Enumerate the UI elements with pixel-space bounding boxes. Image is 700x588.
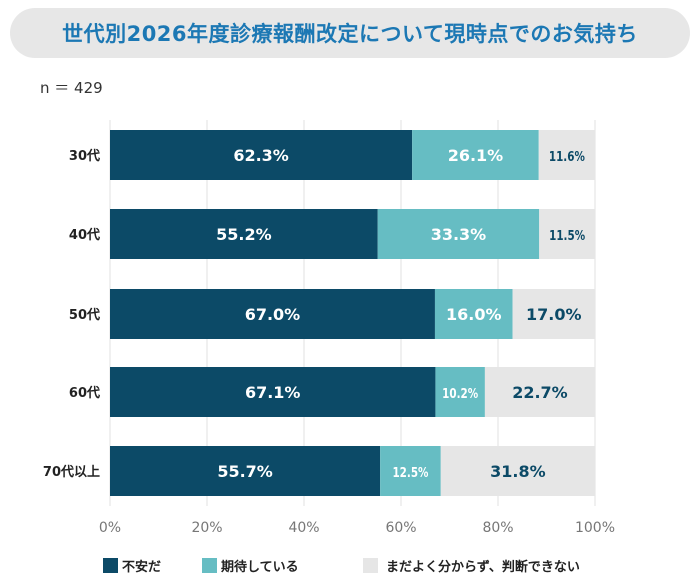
data-label: 31.8% <box>490 462 546 481</box>
x-tick-label: 100% <box>575 520 615 536</box>
legend-label: まだよく分からず、判断できない <box>386 560 580 575</box>
x-tick-label: 40% <box>288 520 319 536</box>
x-tick-label: 0% <box>99 520 121 536</box>
legend-label: 期待している <box>221 560 299 575</box>
category-label: 50代 <box>69 307 100 323</box>
bar-segment <box>435 367 485 417</box>
category-label: 40代 <box>69 227 100 243</box>
chart-title: 世代別2026年度診療報酬改定について現時点でのお気持ち <box>62 22 638 46</box>
title-banner: 世代別2026年度診療報酬改定について現時点でのお気持ち <box>10 8 690 58</box>
legend-swatch <box>363 558 378 573</box>
bar-segment <box>110 209 378 259</box>
bar-segment <box>380 446 441 496</box>
bar-segment <box>484 367 595 417</box>
data-label: 55.2% <box>216 225 272 244</box>
category-label: 70代以上 <box>43 464 100 480</box>
bar-segment <box>440 446 595 496</box>
data-label: 33.3% <box>431 225 487 244</box>
data-label: 16.0% <box>446 305 502 324</box>
legend-swatch <box>202 558 217 573</box>
x-tick-label: 60% <box>385 520 416 536</box>
legend-item-anxious: 不安だ <box>103 556 161 575</box>
data-label: 17.0% <box>526 305 582 324</box>
legend-label: 不安だ <box>122 560 162 575</box>
category-label: 30代 <box>69 148 100 164</box>
sample-size: n ＝ 429 <box>40 79 103 97</box>
x-tick-label: 80% <box>482 520 513 536</box>
bar-segment <box>434 289 513 339</box>
bar-segment <box>412 130 539 180</box>
data-label: 67.0% <box>245 305 301 324</box>
category-label: 60代 <box>69 385 100 401</box>
legend-item-unsure: まだよく分からず、判断できない <box>363 556 580 575</box>
data-label: 10.2% <box>442 387 478 402</box>
bar-segment <box>377 209 540 259</box>
x-tick-label: 20% <box>191 520 222 536</box>
data-label: 26.1% <box>448 146 504 165</box>
legend-item-hopeful: 期待している <box>202 556 299 575</box>
bar-segment <box>539 209 595 259</box>
bar-segment <box>110 446 381 496</box>
bar-segment <box>110 367 436 417</box>
data-label: 55.7% <box>217 462 273 481</box>
data-label: 62.3% <box>233 146 289 165</box>
bar-segment <box>538 130 595 180</box>
bar-segment <box>110 289 435 339</box>
bar-segment <box>110 130 413 180</box>
bar-segment <box>512 289 595 339</box>
data-label: 11.6% <box>549 150 585 165</box>
data-label: 22.7% <box>512 383 568 402</box>
legend-swatch <box>103 558 118 573</box>
data-label: 12.5% <box>392 466 428 481</box>
data-label: 11.5% <box>549 229 585 244</box>
data-label: 67.1% <box>245 383 301 402</box>
